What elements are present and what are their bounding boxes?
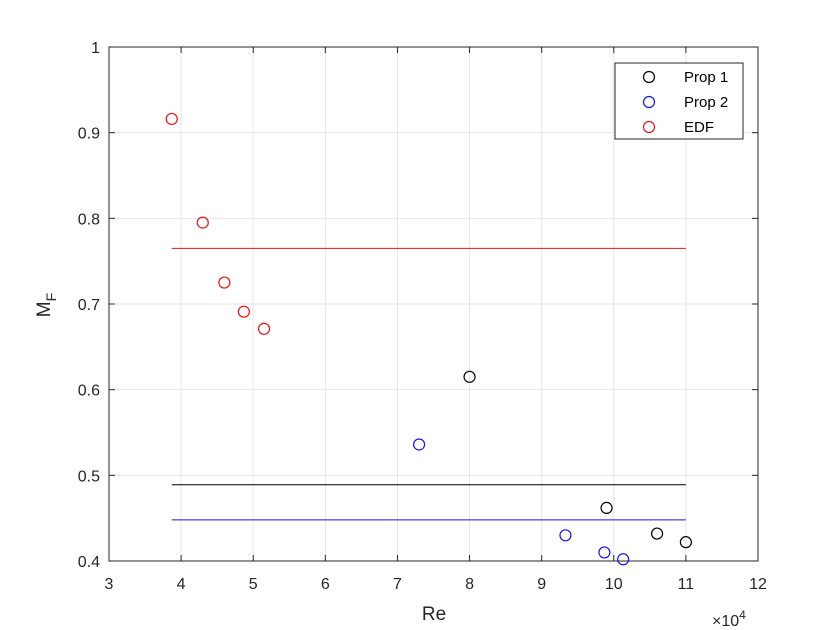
legend-marker-prop-1	[642, 70, 656, 84]
x-tick-label: 12	[749, 576, 767, 593]
y-tick-label: 0.5	[78, 468, 100, 485]
prop-2-point	[598, 546, 611, 559]
legend-item-edf: EDF	[642, 119, 714, 136]
y-axis-label-subscript: F	[43, 293, 59, 302]
legend-label-prop-2: Prop 2	[684, 94, 728, 111]
x-tick-label: 11	[678, 576, 695, 593]
legend-label-prop-1: Prop 1	[684, 69, 728, 86]
prop-1-point	[463, 370, 476, 383]
prop-2-point	[412, 438, 426, 451]
y-axis-label: MF	[34, 293, 59, 317]
y-tick-label: 0.6	[78, 383, 100, 400]
x-axis-multiplier-base: ×10	[712, 613, 739, 630]
axis-ticks: 3 4 5 6 7 8 9 10 11 12 0.4 0.5 0.6 0.7 0.8 0.9 1	[78, 40, 767, 593]
legend-item-prop-1: Prop 1	[642, 69, 728, 86]
edf-point	[257, 322, 271, 335]
x-tick-label: 9	[537, 576, 546, 593]
legend-marker-prop-2	[642, 95, 656, 109]
prop-1-point	[679, 536, 692, 549]
edf-point	[218, 276, 231, 289]
legend-box	[614, 62, 744, 140]
legend-marker-edf	[642, 120, 656, 134]
y-axis-label-main: M	[34, 301, 55, 317]
y-tick-label: 0.9	[78, 126, 100, 143]
y-tick-label: 1	[91, 40, 100, 57]
x-tick-label: 6	[321, 576, 330, 593]
x-axis-multiplier: ×104	[712, 608, 746, 630]
edf-point	[237, 305, 250, 318]
data-points	[165, 112, 692, 566]
x-tick-label: 7	[393, 576, 402, 593]
edf-point	[196, 216, 209, 229]
prop-1-point	[650, 527, 664, 540]
legend-item-prop-2: Prop 2	[642, 94, 728, 111]
prop-2-point	[559, 529, 572, 542]
legend: Prop 1 Prop 2 EDF	[614, 62, 744, 140]
y-tick-label: 0.7	[78, 297, 100, 314]
mean-lines	[171, 247, 686, 521]
x-axis-label: Re	[422, 604, 446, 625]
edf-point	[165, 112, 178, 126]
x-tick-label: 3	[105, 576, 114, 593]
x-tick-label: 8	[465, 576, 474, 593]
prop-1-point	[600, 501, 613, 514]
x-tick-label: 4	[177, 576, 186, 593]
x-axis-multiplier-exponent: 4	[739, 608, 746, 622]
prop-2-point	[617, 553, 630, 566]
x-tick-label: 10	[605, 576, 623, 593]
x-tick-label: 5	[249, 576, 258, 593]
y-tick-label: 0.8	[78, 211, 100, 228]
y-tick-label: 0.4	[78, 554, 100, 571]
legend-label-edf: EDF	[684, 119, 714, 136]
